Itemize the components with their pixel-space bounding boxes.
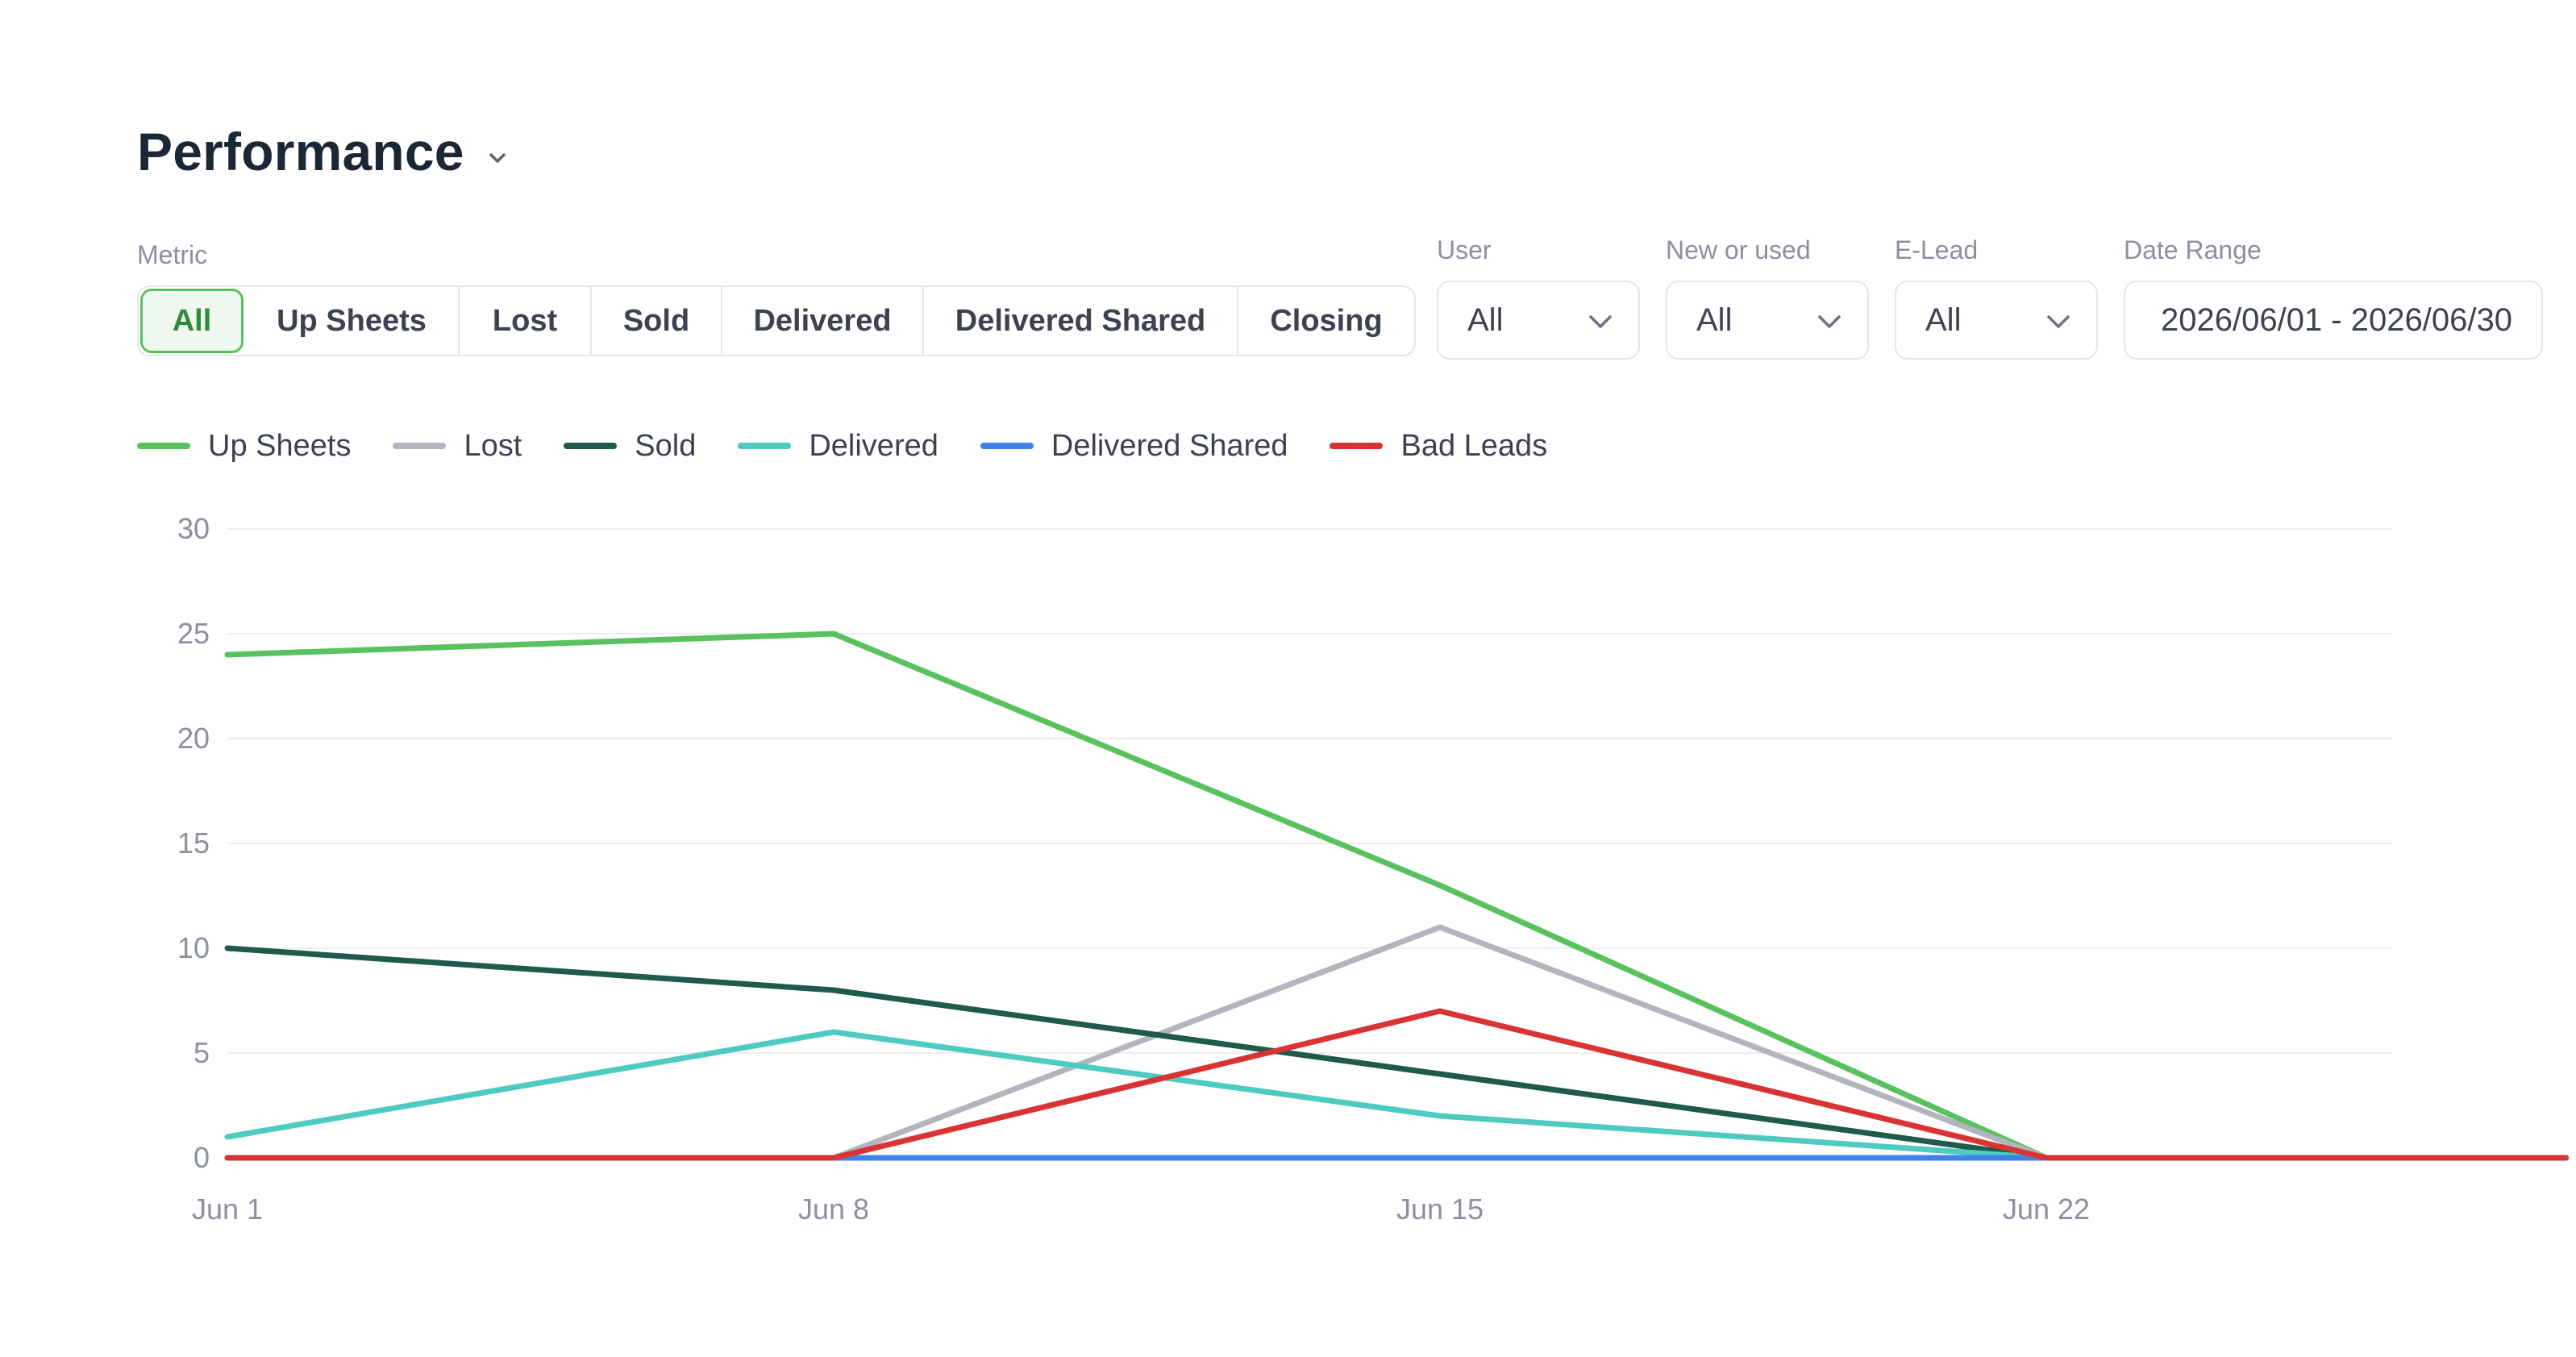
legend-label: Delivered: [809, 428, 938, 463]
metric-option-up-sheets[interactable]: Up Sheets: [245, 287, 460, 355]
metric-option-closing[interactable]: Closing: [1270, 303, 1383, 338]
y-tick-label: 25: [177, 617, 210, 650]
e-lead-select[interactable]: All: [1895, 281, 2098, 360]
metric-option-delivered-shared[interactable]: Delivered Shared: [924, 287, 1238, 355]
legend-item-delivered-shared[interactable]: Delivered Shared: [980, 429, 1288, 464]
series-line-up-sheets[interactable]: [224, 631, 2570, 1161]
new-or-used-select[interactable]: All: [1666, 281, 1869, 360]
user-select-value: All: [1467, 302, 1504, 338]
legend-label: Sold: [635, 428, 697, 463]
legend-label: Lost: [464, 428, 522, 463]
legend-swatch: [738, 443, 792, 449]
page-header: Performance: [137, 121, 513, 182]
date-range-label: Date Range: [2124, 235, 2262, 264]
chevron-down-icon: [2047, 315, 2070, 328]
page-title: Performance: [137, 122, 464, 181]
user-select[interactable]: All: [1437, 281, 1640, 360]
y-tick-label: 30: [177, 512, 210, 545]
legend-label: Up Sheets: [208, 428, 352, 463]
chevron-down-icon[interactable]: [482, 143, 513, 173]
y-tick-label: 0: [194, 1141, 210, 1174]
y-tick-label: 5: [194, 1036, 210, 1069]
series-line-bad-leads[interactable]: [224, 1008, 2570, 1161]
user-label: User: [1437, 235, 1492, 264]
legend-item-sold[interactable]: Sold: [564, 429, 696, 464]
metric-option-sold[interactable]: Sold: [592, 287, 722, 355]
x-tick-label: Jun 15: [1396, 1193, 1484, 1226]
legend-swatch: [137, 443, 190, 449]
e-lead-select-value: All: [1925, 302, 1962, 338]
legend-item-lost[interactable]: Lost: [393, 429, 522, 464]
legend-label: Bad Leads: [1400, 428, 1548, 463]
legend-item-delivered[interactable]: Delivered: [738, 429, 938, 464]
metric-option-all[interactable]: All: [140, 289, 243, 353]
series-line-lost[interactable]: [224, 924, 2570, 1161]
e-lead-label: E-Lead: [1895, 235, 1979, 264]
legend-swatch: [564, 443, 618, 449]
new-or-used-select-value: All: [1696, 302, 1733, 338]
metric-segmented-control: All Up Sheets Lost Sold Delivered Delive…: [137, 285, 1416, 356]
metric-option-delivered[interactable]: Delivered: [722, 287, 924, 355]
chevron-down-icon: [1818, 315, 1841, 328]
chevron-down-icon: [1589, 315, 1612, 328]
legend-swatch: [393, 443, 447, 449]
legend-swatch: [980, 443, 1034, 449]
y-tick-label: 15: [177, 826, 210, 860]
filter-bar: Metric All Up Sheets Lost Sold Delivered…: [137, 234, 2548, 363]
new-or-used-label: New or used: [1666, 235, 1811, 264]
y-tick-label: 10: [177, 931, 210, 964]
legend-label: Delivered Shared: [1051, 428, 1288, 463]
legend-swatch: [1330, 443, 1384, 449]
x-tick-label: Jun 1: [192, 1193, 263, 1226]
legend-item-up-sheets[interactable]: Up Sheets: [137, 429, 351, 464]
metric-option-lost[interactable]: Lost: [460, 287, 592, 355]
date-range-input[interactable]: 2026/06/01 - 2026/06/30: [2124, 281, 2543, 360]
x-tick-label: Jun 22: [2003, 1193, 2090, 1226]
series-line-delivered[interactable]: [224, 1029, 2570, 1161]
legend-item-bad-leads[interactable]: Bad Leads: [1330, 429, 1547, 464]
date-range-value: 2026/06/01 - 2026/06/30: [2161, 302, 2512, 338]
metric-label: Metric: [137, 240, 208, 269]
y-tick-label: 20: [177, 722, 210, 755]
x-tick-label: Jun 8: [798, 1193, 869, 1226]
chart-legend: Up Sheets Lost Sold Delivered Delivered Shar…: [137, 426, 1589, 466]
